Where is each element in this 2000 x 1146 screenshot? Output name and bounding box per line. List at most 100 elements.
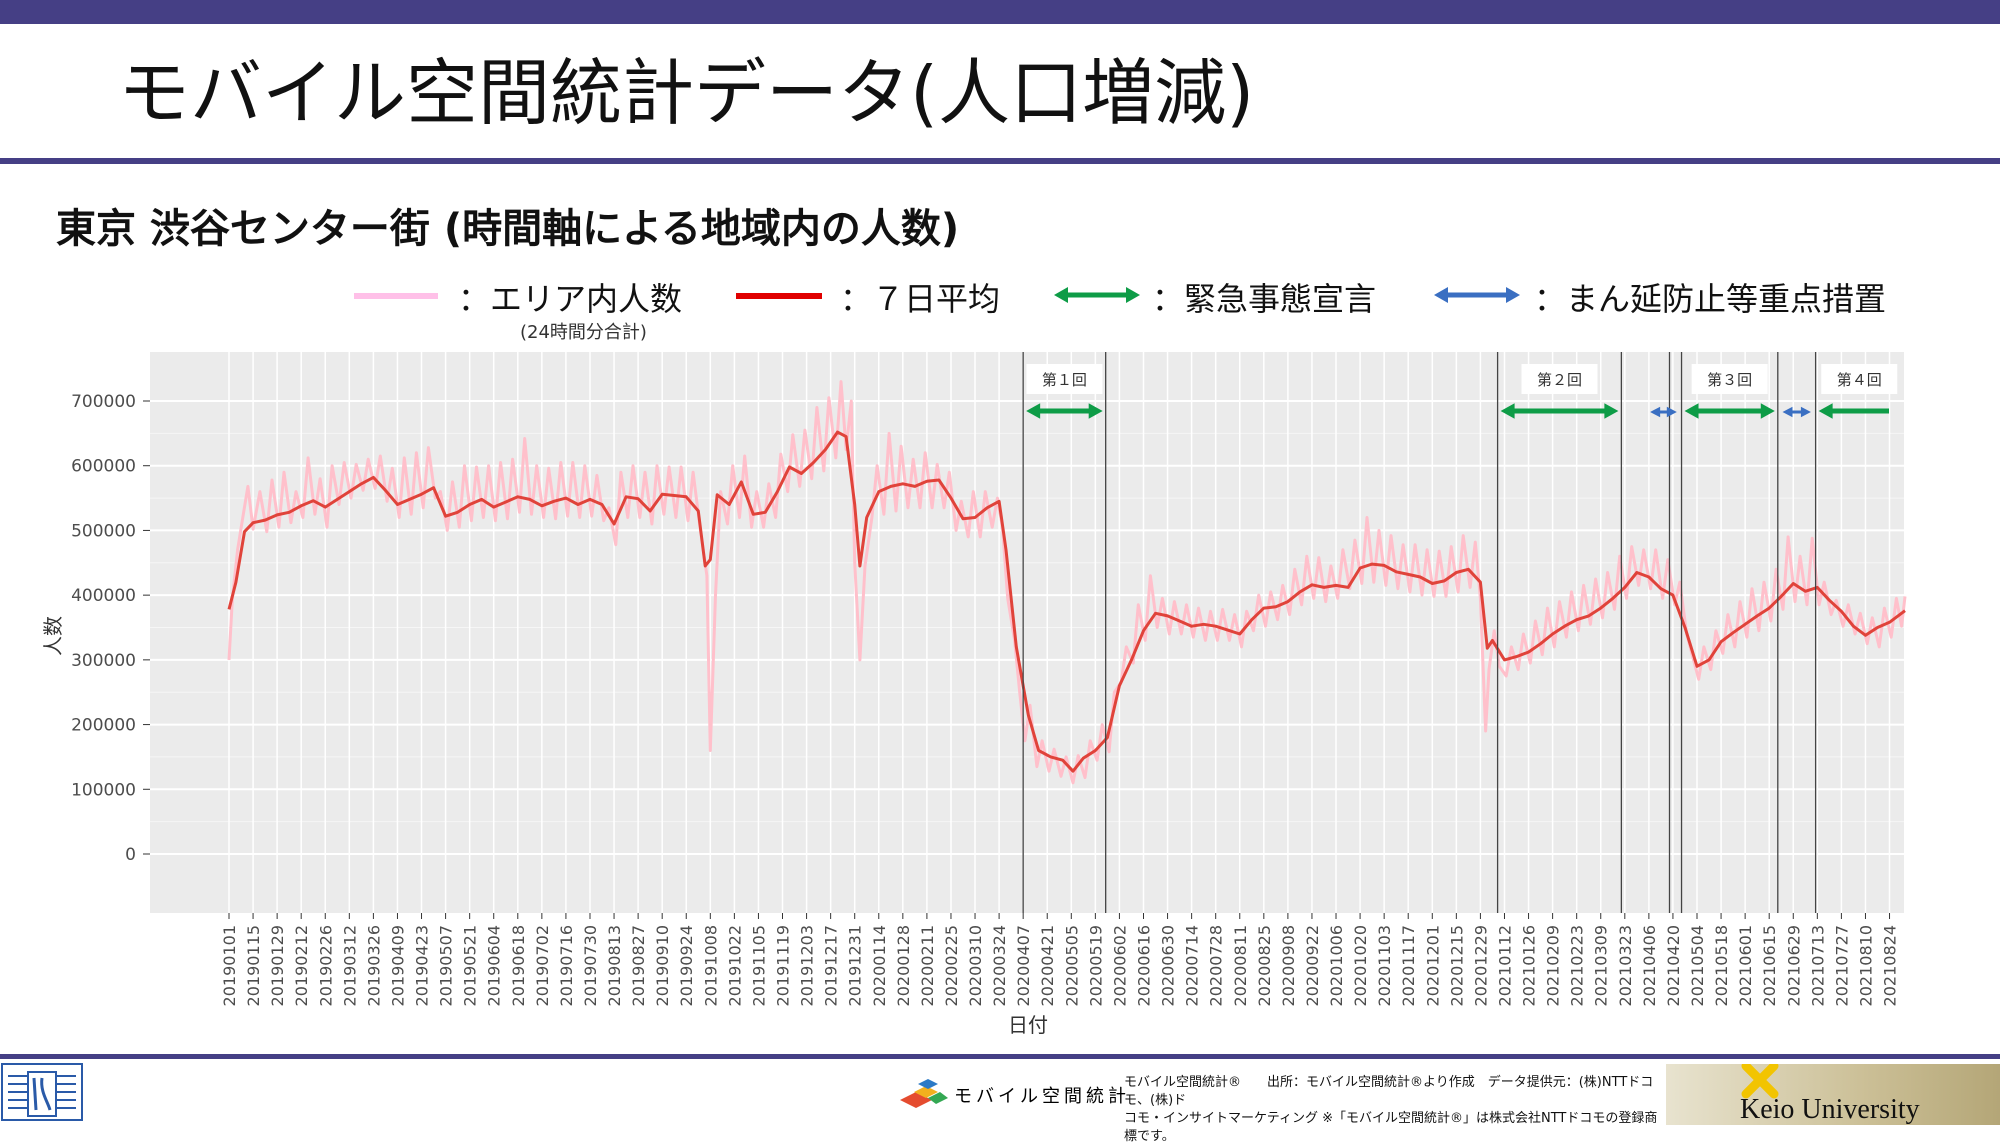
x-tick-label: 20210824 xyxy=(1881,925,1900,1006)
x-tick-label: 20190924 xyxy=(677,925,696,1006)
y-tick-labels: 0 100000 200000 300000 400000 500000 600000 700… xyxy=(71,392,150,865)
x-tick-label: 20190507 xyxy=(437,925,456,1006)
x-tick-label: 20200225 xyxy=(942,925,961,1006)
x-tick-label: 20200825 xyxy=(1255,925,1274,1006)
y-tick-label: 700000 xyxy=(71,392,136,412)
period-label-box xyxy=(1691,364,1768,394)
page-title: モバイル空間統計データ(人口増減) xyxy=(118,51,1255,135)
x-tick-label: 20200310 xyxy=(966,925,985,1006)
x-tick-label: 20201103 xyxy=(1375,925,1394,1006)
source-note-line-2: コモ・インサイトマーケティング ※「モバイル空間統計®」は株式会社NTTドコモの… xyxy=(1124,1111,1658,1144)
x-tick-label: 20190604 xyxy=(485,925,504,1006)
x-tick-label: 20210420 xyxy=(1664,925,1683,1006)
legend-manen-label: ：まん延防止等重点措置 xyxy=(1534,280,1887,318)
period-arrow xyxy=(1782,406,1811,418)
x-tick-label: 20190101 xyxy=(220,925,239,1006)
period-arrow-head-right xyxy=(1800,406,1811,418)
plot-panel xyxy=(150,352,1904,913)
x-tick-label: 20191217 xyxy=(822,925,841,1006)
legend: ：エリア内人数 (24時間分合計) ：７日平均 ：緊急事態宣言 ：まん延防止等重… xyxy=(0,274,2000,344)
period-label: 第４回 xyxy=(1837,371,1882,389)
period-boundaries xyxy=(1022,352,1817,913)
legend-daily-label: ：エリア内人数 xyxy=(458,280,683,318)
header-bar xyxy=(0,0,2000,24)
y-tick-label: 500000 xyxy=(71,521,136,541)
x-tick-label: 20200908 xyxy=(1279,925,1298,1006)
x-tick-label: 20200602 xyxy=(1110,925,1129,1006)
x-tick-label: 20190813 xyxy=(605,925,624,1006)
x-tick-label: 20200616 xyxy=(1134,925,1153,1006)
x-tick-label: 20210406 xyxy=(1640,925,1659,1006)
x-tick-label: 20201201 xyxy=(1423,925,1442,1006)
x-tick-label: 20210518 xyxy=(1712,925,1731,1006)
period-label-box xyxy=(1521,364,1598,394)
y-tick-label: 600000 xyxy=(71,457,136,477)
keio-pen-icon xyxy=(1741,1064,1779,1099)
x-tick-label: 20201229 xyxy=(1471,925,1490,1006)
x-tick-label: 20190326 xyxy=(364,925,383,1006)
header-divider xyxy=(0,158,2000,164)
legend-daily-note: (24時間分合計) xyxy=(520,322,647,343)
x-tick-label: 20190409 xyxy=(388,925,407,1006)
y-tick-label: 0 xyxy=(125,845,136,865)
mobile-spatial-stats-logo: モバイル空間統計 xyxy=(892,1072,1132,1122)
x-tick-label: 20210309 xyxy=(1592,925,1611,1006)
x-tick-label: 20191119 xyxy=(774,925,793,1006)
x-tick-label: 20210112 xyxy=(1495,925,1514,1006)
x-tick-label: 20190618 xyxy=(509,925,528,1006)
x-tick-label: 20200114 xyxy=(870,925,889,1006)
x-tick-label: 20190730 xyxy=(581,925,600,1006)
x-tick-label: 20190910 xyxy=(653,925,672,1006)
legend-emergency-label: ：緊急事態宣言 xyxy=(1152,280,1377,318)
x-tick-label: 20190702 xyxy=(533,925,552,1006)
source-note: モバイル空間統計® 出所：モバイル空間統計®より作成 データ提供元：(株)NTT… xyxy=(1124,1074,1664,1146)
x-tick-label: 20210713 xyxy=(1808,925,1827,1006)
period-label: 第３回 xyxy=(1707,371,1752,389)
x-tick-label: 20200519 xyxy=(1086,925,1105,1006)
period-arrow-head-left xyxy=(1818,403,1833,419)
period-arrow-head-left xyxy=(1782,406,1793,418)
x-tick-label: 20201020 xyxy=(1351,925,1370,1006)
x-tick-label: 20210810 xyxy=(1856,925,1875,1006)
x-tick-label: 20200211 xyxy=(918,925,937,1006)
x-tick-label: 20200630 xyxy=(1159,925,1178,1006)
period-arrow xyxy=(1650,406,1677,418)
x-tick-label: 20191231 xyxy=(846,925,865,1006)
footer-divider xyxy=(0,1054,2000,1059)
period-arrow-head-left xyxy=(1650,406,1661,418)
y-tick-label: 100000 xyxy=(71,780,136,800)
x-tick-label: 20200728 xyxy=(1207,925,1226,1006)
period-arrow-head-left xyxy=(1026,403,1041,419)
x-tick-label: 20200407 xyxy=(1014,925,1033,1006)
x-tick-label: 20190212 xyxy=(292,925,311,1006)
university-name: Keio University xyxy=(1740,1094,1920,1125)
x-axis-title: 日付 xyxy=(1008,1013,1048,1037)
x-tick-label: 20190716 xyxy=(557,925,576,1006)
x-tick-label: 20200324 xyxy=(990,925,1009,1006)
y-tick-label: 300000 xyxy=(71,651,136,671)
period-arrow: 第３回 xyxy=(1684,364,1775,419)
x-tick-label: 20191022 xyxy=(725,925,744,1006)
period-arrow: 第１回 xyxy=(1026,364,1103,419)
x-tick-label: 20191105 xyxy=(749,925,768,1006)
period-arrow-head-right xyxy=(1088,403,1103,419)
period-arrow: 第２回 xyxy=(1500,364,1619,419)
x-tick-label: 20190312 xyxy=(340,925,359,1006)
period-label-box xyxy=(1821,364,1898,394)
x-tick-label: 20200128 xyxy=(894,925,913,1006)
period-arrow: 第４回 xyxy=(1818,364,1898,419)
x-tick-label: 20190521 xyxy=(461,925,480,1006)
y-tick-label: 200000 xyxy=(71,716,136,736)
x-tick-label: 20200922 xyxy=(1303,925,1322,1006)
university-emblem-icon xyxy=(1,1063,83,1121)
x-tick-label: 20190827 xyxy=(629,925,648,1006)
x-tick-label: 20210504 xyxy=(1688,925,1707,1006)
y-tick-label: 400000 xyxy=(71,586,136,606)
x-tick-label: 20200505 xyxy=(1062,925,1081,1006)
period-arrow-head-right xyxy=(1760,403,1775,419)
period-arrows: 第１回 第２回 第３回 第４回 xyxy=(1026,364,1898,419)
chart-subtitle: 東京 渋谷センター街 (時間軸による地域内の人数) xyxy=(56,206,960,252)
x-tick-label: 20201006 xyxy=(1327,925,1346,1006)
brand-name: モバイル空間統計 xyxy=(954,1086,1130,1107)
legend-average-swatch xyxy=(736,293,822,299)
